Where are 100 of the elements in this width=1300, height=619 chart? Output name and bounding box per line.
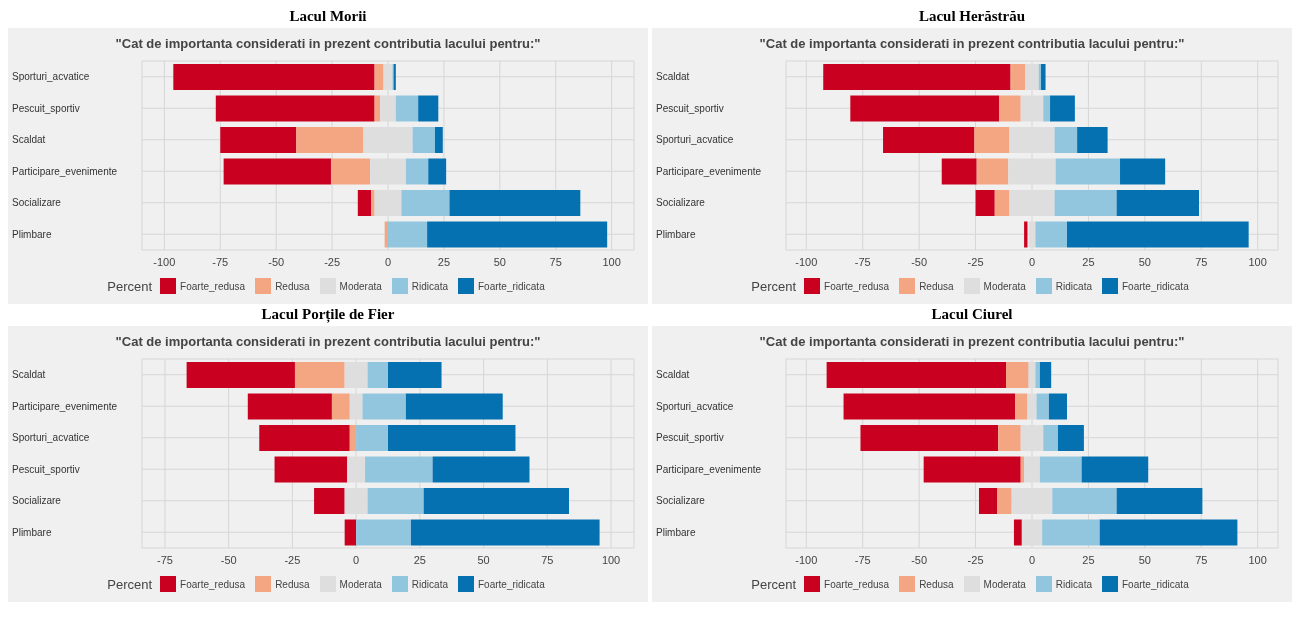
bar	[362, 393, 406, 420]
bar	[1120, 158, 1166, 185]
x-tick-label: -25	[967, 553, 984, 566]
x-tick-label: -25	[284, 553, 301, 566]
y-tick-label: Scaldat	[656, 71, 690, 83]
bar	[1039, 362, 1052, 388]
bar	[344, 519, 357, 546]
bar	[1043, 425, 1058, 451]
legend-label: Redusa	[919, 578, 954, 590]
y-tick-label: Participare_evenimente	[656, 463, 762, 475]
bar	[173, 64, 375, 90]
x-tick-label: 25	[1082, 255, 1095, 268]
bar	[1116, 488, 1203, 514]
bar	[374, 95, 381, 122]
x-tick-label: 50	[1138, 255, 1151, 268]
x-tick-label: 0	[384, 255, 392, 268]
bar	[826, 362, 1007, 388]
bar	[997, 488, 1012, 514]
y-tick-label: Scaldat	[12, 369, 46, 381]
y-tick-label: Pescuit_sportiv	[656, 432, 724, 444]
legend-title: Percent	[107, 278, 153, 294]
bar	[405, 158, 429, 185]
bar	[1036, 393, 1049, 420]
y-tick-label: Pescuit_sportiv	[656, 102, 724, 114]
bar	[367, 488, 424, 514]
chart-title: Lacul Morii	[288, 8, 368, 26]
bar	[388, 362, 442, 388]
x-tick-label: 100	[1248, 255, 1267, 268]
x-tick-label: 25	[413, 553, 426, 566]
y-tick-label: Plimbare	[656, 526, 696, 538]
bar	[357, 190, 372, 216]
bar	[294, 362, 345, 388]
bar	[405, 393, 503, 420]
x-tick-label: 75	[541, 553, 554, 566]
x-tick-label: 50	[1138, 553, 1151, 566]
legend-label: Moderata	[339, 280, 382, 292]
bar	[1066, 221, 1249, 248]
x-tick-label: 100	[1248, 553, 1267, 566]
bar	[976, 158, 1009, 185]
y-tick-label: Sporturi_acvatice	[656, 400, 734, 412]
bar	[314, 488, 345, 514]
bar	[410, 519, 600, 546]
x-tick-label: 100	[601, 553, 621, 566]
bar	[923, 456, 1021, 483]
legend-title: Percent	[107, 576, 153, 592]
bar	[220, 127, 297, 153]
chart-subtitle: "Cat de importanta considerati in prezent contributia lacului pentru:"	[758, 333, 1186, 351]
legend-label: Foarte_redusa	[180, 280, 246, 292]
x-tick-label: 75	[1195, 255, 1208, 268]
x-tick-label: -75	[156, 553, 173, 566]
bar	[998, 425, 1021, 451]
bar	[1041, 64, 1046, 90]
legend-label: Foarte_redusa	[180, 578, 246, 590]
chart-title: Lacul Herăstrău	[917, 8, 1027, 26]
x-tick-label: -100	[795, 553, 818, 566]
bar	[1006, 362, 1029, 388]
bar	[1035, 362, 1040, 388]
bar	[1048, 393, 1067, 420]
bar	[974, 127, 1010, 153]
bar	[432, 456, 530, 483]
bar	[1054, 127, 1078, 153]
bar	[349, 425, 357, 451]
y-tick-label: Scaldat	[656, 369, 690, 381]
chart-subtitle: "Cat de importanta considerati in prezent contributia lacului pentru:"	[758, 35, 1186, 53]
x-tick-label: 0	[1028, 255, 1036, 268]
legend-label: Moderata	[983, 578, 1026, 590]
chart-title: Lacul Porțile de Fier	[260, 306, 396, 325]
y-tick-label: Sporturi_acvatice	[12, 71, 90, 83]
x-tick-label: -25	[324, 255, 341, 268]
x-tick-label: -75	[854, 255, 871, 268]
bar	[384, 221, 388, 248]
bar	[449, 190, 581, 216]
bar	[860, 425, 999, 451]
legend-label: Ridicata	[1055, 280, 1092, 292]
legend-label: Foarte_redusa	[824, 578, 890, 590]
bar	[428, 158, 447, 185]
bar	[427, 221, 608, 248]
bar	[823, 64, 1011, 90]
y-tick-label: Scaldat	[12, 134, 46, 146]
bar	[412, 127, 435, 153]
legend-title: Percent	[751, 576, 797, 592]
bar	[374, 64, 384, 90]
legend-label: Foarte_ridicata	[1122, 578, 1189, 590]
bar	[975, 190, 995, 216]
bar	[1043, 95, 1051, 122]
y-tick-label: Socializare	[656, 495, 706, 507]
bar	[371, 190, 375, 216]
bar	[388, 221, 428, 248]
x-tick-label: 25	[1082, 553, 1095, 566]
y-tick-label: Pescuit_sportiv	[12, 102, 80, 114]
bar	[223, 158, 331, 185]
bar	[1116, 190, 1200, 216]
y-tick-label: Plimbare	[12, 526, 52, 538]
x-tick-label: 25	[437, 255, 451, 268]
x-tick-label: -75	[212, 255, 229, 268]
bar	[999, 95, 1021, 122]
chart-subtitle: "Cat de importanta considerati in prezent contributia lacului pentru:"	[114, 333, 542, 351]
x-tick-label: 0	[1028, 553, 1036, 566]
legend-label: Redusa	[919, 280, 954, 292]
bar	[356, 519, 411, 546]
